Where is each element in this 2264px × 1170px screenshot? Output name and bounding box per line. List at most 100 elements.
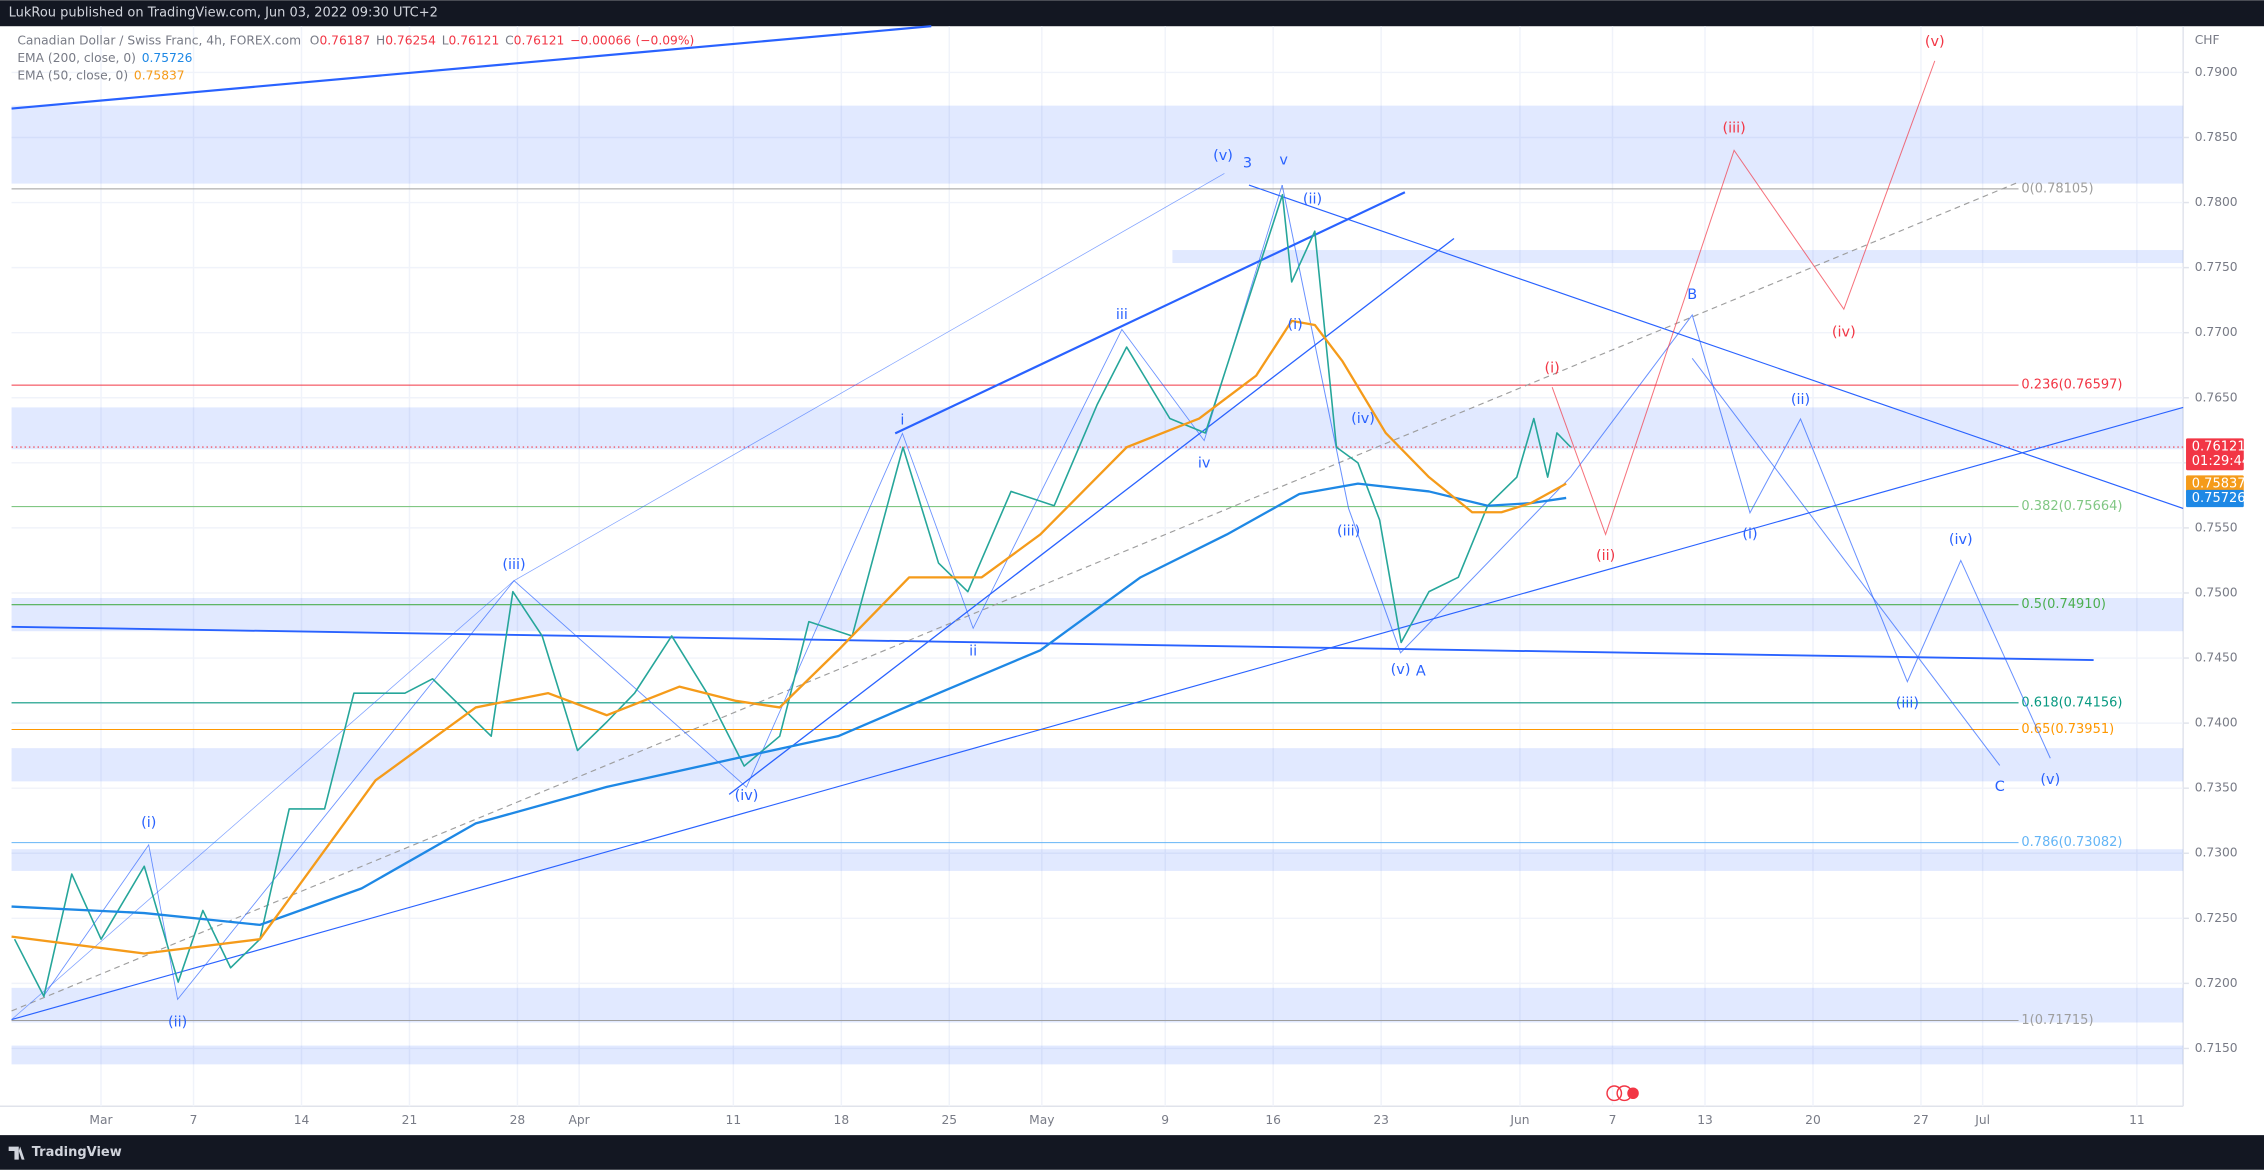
y-tick-label: 0.7900 (2195, 65, 2238, 79)
brand: TradingView (32, 1145, 122, 1160)
zone (11, 849, 2184, 871)
wave-label: (iii) (1722, 121, 1745, 137)
y-tick-label: 0.7750 (2195, 260, 2238, 274)
projection (1691, 358, 2001, 766)
x-tick-label: 20 (1805, 1113, 1821, 1127)
ohlc-value: 0.76187 (319, 33, 370, 47)
x-tick-label: May (1029, 1113, 1054, 1127)
wave-label: (iv) (735, 788, 759, 804)
wave-label: (iii) (1337, 524, 1360, 540)
projection (1281, 184, 2051, 759)
series (11, 193, 1572, 998)
price-line-series (13, 193, 1572, 998)
wave-label: (i) (1288, 317, 1303, 333)
y-tick-label: 0.7300 (2195, 846, 2238, 860)
trend-lines (11, 25, 2184, 1021)
wave-label: (ii) (1303, 191, 1322, 207)
fib-label: 0.236(0.76597) (2021, 378, 2122, 393)
y-tick-label: 0.7350 (2195, 781, 2238, 795)
x-tick-label: Jun (1509, 1113, 1529, 1127)
zone (1172, 250, 2184, 264)
fib-trend-line (11, 181, 2019, 1012)
y-tick-label: 0.7850 (2195, 130, 2238, 144)
event-marker[interactable] (1606, 1085, 1623, 1102)
wave-label: 3 (1243, 155, 1252, 171)
fib-label: 0.786(0.73082) (2021, 835, 2122, 850)
change: −0.00066 (570, 33, 631, 47)
zone (11, 987, 2184, 1023)
channel-line (11, 173, 1225, 1020)
x-tick-label: 14 (294, 1113, 310, 1127)
wave-label: ii (969, 643, 977, 659)
projection-alt (1551, 60, 1936, 536)
wave-label: iv (1198, 456, 1211, 472)
y-tick-label: 0.7800 (2195, 195, 2238, 209)
price-tag (2186, 475, 2244, 493)
grid (11, 26, 2184, 1107)
trend-line (894, 191, 1406, 435)
x-tick-label: Mar (89, 1113, 113, 1127)
y-tick-label: 0.7650 (2195, 390, 2238, 404)
y-tick-label: 0.7550 (2195, 520, 2238, 534)
ohlc-value: 0.76254 (385, 33, 436, 47)
zone (11, 748, 2184, 782)
wave-label: i (900, 412, 904, 428)
event-marker[interactable] (1627, 1087, 1639, 1100)
price-tag (2186, 489, 2244, 508)
zone (11, 597, 2184, 632)
x-tick-label: Apr (569, 1113, 591, 1127)
y-tick-label: 0.7500 (2195, 585, 2238, 599)
trend-line (1248, 184, 2184, 510)
wave-label: (i) (1545, 360, 1560, 376)
wave-label: (v) (1925, 34, 1945, 50)
wave-label: (iv) (1351, 411, 1375, 427)
legend-ema200: EMA (200, close, 0) 0.75726 (17, 50, 192, 64)
zone (11, 105, 2184, 184)
y-tick-label: 0.7450 (2195, 651, 2238, 665)
wave-label: (ii) (1791, 392, 1810, 408)
trend-line (11, 406, 2184, 1021)
x-tick-label: 18 (834, 1113, 850, 1127)
wave-label: (iv) (1949, 532, 1973, 548)
ohlc-label: H (376, 33, 385, 47)
legend-value: 0.75726 (142, 50, 193, 64)
change-pct: (−0.09%) (635, 33, 694, 47)
ohlc-label: O (310, 33, 320, 47)
ema-line (11, 482, 1567, 927)
x-tick-label: 9 (1161, 1113, 1169, 1127)
zones (11, 105, 2184, 1065)
y-tick-label: 0.7150 (2195, 1041, 2238, 1055)
x-tick-label: 28 (510, 1113, 526, 1127)
wave-label: (iii) (502, 557, 525, 573)
y-tick-label: 0.7700 (2195, 325, 2238, 339)
price-tag-label: 0.75837 (2192, 477, 2246, 492)
x-tick-label: 7 (1609, 1113, 1617, 1127)
legend-name: EMA (200, close, 0) (17, 50, 136, 64)
fib-label: 0.65(0.73951) (2021, 722, 2114, 737)
x-tick-label: 7 (190, 1113, 198, 1127)
legend-main: Canadian Dollar / Swiss Franc, 4h, FOREX… (17, 33, 694, 47)
fib-levels: 0(0.78105) 0.236(0.76597) 0.382(0.75664) 0.… (11, 181, 2184, 1028)
x-tick-label: 16 (1265, 1113, 1281, 1127)
legend-name: EMA (50, close, 0) (17, 68, 128, 82)
ohlc-label: L (442, 33, 449, 47)
fib-label: 0(0.78105) (2021, 181, 2093, 196)
x-tick-label: Jul (1974, 1113, 1990, 1127)
wave-label: (v) (1213, 148, 1233, 164)
ohlc-label: C (505, 33, 514, 47)
x-tick-label: 25 (941, 1113, 957, 1127)
trend-line (11, 625, 2094, 662)
wave-label: (v) (1391, 662, 1411, 678)
trend-line (11, 25, 932, 110)
axes: 0.7150 0.7200 0.7250 0.7300 0.7350 0.7400 0.74… (89, 65, 2237, 1127)
wave-label: C (1995, 779, 2005, 795)
legend-value: 0.75837 (134, 68, 185, 82)
wave-label: (iv) (1832, 324, 1856, 340)
y-tick-label: 0.7400 (2195, 716, 2238, 730)
price-tag-label: 0.75726 (2192, 491, 2246, 506)
